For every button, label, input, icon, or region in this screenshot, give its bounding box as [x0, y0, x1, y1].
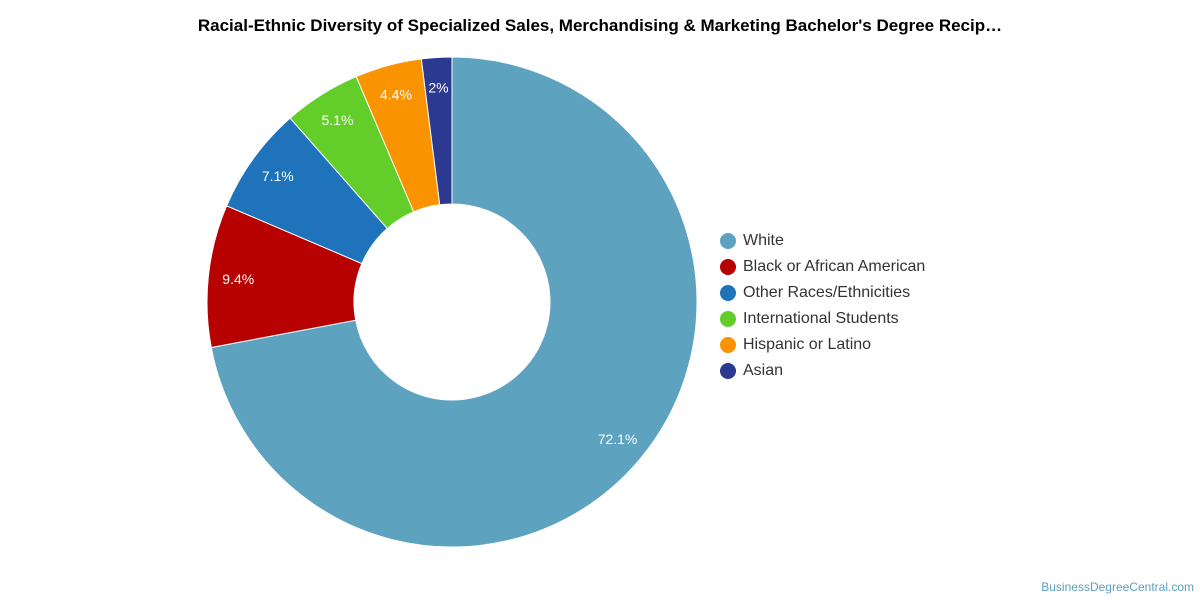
legend-item[interactable]: White — [720, 228, 925, 254]
slice-label: 9.4% — [222, 271, 254, 287]
legend-swatch — [720, 337, 736, 353]
legend-swatch — [720, 363, 736, 379]
legend-label: Hispanic or Latino — [743, 336, 872, 353]
slice-asian[interactable] — [420, 56, 453, 206]
legend-swatch — [720, 233, 736, 249]
slice-label: 72.1% — [598, 431, 638, 447]
legend-item[interactable]: Asian — [720, 358, 925, 384]
chart-title: Racial-Ethnic Diversity of Specialized S… — [197, 16, 1003, 35]
slice-label: 5.1% — [322, 112, 354, 128]
chart-legend: White Black or African American Other Race… — [720, 228, 925, 384]
legend-label: Other Races/Ethnicities — [743, 284, 911, 301]
legend-label: Black or African American — [743, 258, 926, 275]
legend-label: International Students — [743, 310, 899, 327]
legend-item[interactable]: Hispanic or Latino — [720, 332, 925, 358]
legend-item[interactable]: Other Races/Ethnicities — [720, 280, 925, 306]
legend-swatch — [720, 259, 736, 275]
slice-white[interactable] — [210, 56, 698, 548]
legend-swatch — [720, 311, 736, 327]
slice-label: 2% — [428, 79, 448, 95]
legend-swatch — [720, 285, 736, 301]
slice-label: 7.1% — [262, 168, 294, 184]
legend-label: Asian — [743, 362, 784, 379]
legend-item[interactable]: International Students — [720, 306, 925, 332]
slice-label: 4.4% — [380, 86, 412, 102]
source-credit[interactable]: BusinessDegreeCentral.com — [1041, 580, 1194, 594]
legend-label: White — [743, 232, 784, 249]
legend-item[interactable]: Black or African American — [720, 254, 925, 280]
